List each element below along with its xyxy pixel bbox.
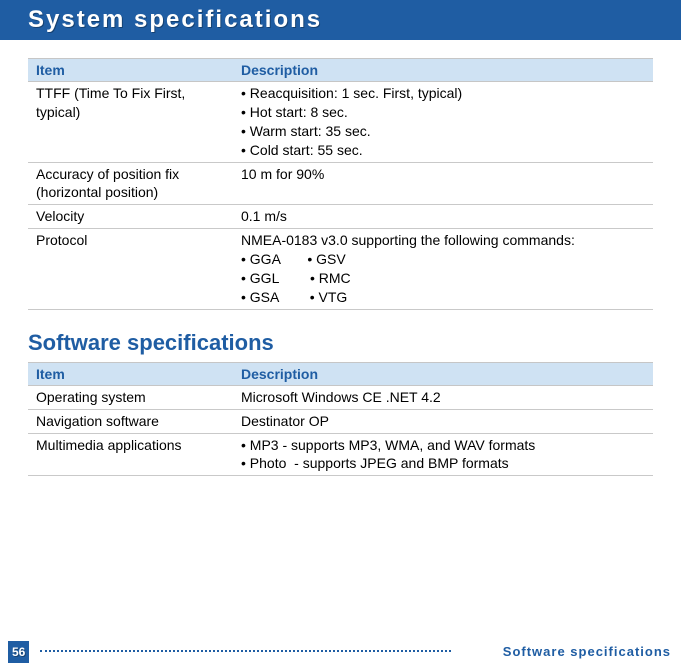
cell-desc: Microsoft Windows CE .NET 4.2 <box>233 385 653 409</box>
cell-item: TTFF (Time To Fix First, typical) <box>28 82 233 163</box>
cell-item: Accuracy of position fix (horizontal pos… <box>28 162 233 205</box>
cell-desc: 10 m for 90% <box>233 162 653 205</box>
col-header-item: Item <box>28 59 233 82</box>
cell-desc: Destinator OP <box>233 409 653 433</box>
table-row: Multimedia applications• MP3 - supports … <box>28 433 653 476</box>
cell-item: Navigation software <box>28 409 233 433</box>
table-row: Accuracy of position fix (horizontal pos… <box>28 162 653 205</box>
table-row: Navigation softwareDestinator OP <box>28 409 653 433</box>
table-row: Velocity0.1 m/s <box>28 205 653 229</box>
col-header-item: Item <box>28 362 233 385</box>
software-section-title: Software specifications <box>28 330 653 356</box>
table-row: ProtocolNMEA-0183 v3.0 supporting the fo… <box>28 229 653 310</box>
cell-item: Multimedia applications <box>28 433 233 476</box>
footer-dots <box>40 650 451 652</box>
footer-label: Software specifications <box>503 644 671 659</box>
cell-item: Protocol <box>28 229 233 310</box>
system-spec-body: TTFF (Time To Fix First, typical)• Reacq… <box>28 82 653 310</box>
cell-desc: 0.1 m/s <box>233 205 653 229</box>
cell-desc: NMEA-0183 v3.0 supporting the following … <box>233 229 653 310</box>
cell-item: Velocity <box>28 205 233 229</box>
cell-desc: • MP3 - supports MP3, WMA, and WAV forma… <box>233 433 653 476</box>
software-spec-body: Operating systemMicrosoft Windows CE .NE… <box>28 385 653 476</box>
page-footer: 56 Software specifications <box>0 635 681 663</box>
page-number: 56 <box>8 641 29 663</box>
table-row: TTFF (Time To Fix First, typical)• Reacq… <box>28 82 653 163</box>
col-header-desc: Description <box>233 59 653 82</box>
col-header-desc: Description <box>233 362 653 385</box>
page-title: System specifications <box>0 0 681 40</box>
cell-desc: • Reacquisition: 1 sec. First, typical) … <box>233 82 653 163</box>
cell-item: Operating system <box>28 385 233 409</box>
software-spec-table: Item Description Operating systemMicroso… <box>28 362 653 477</box>
system-spec-table: Item Description TTFF (Time To Fix First… <box>28 58 653 310</box>
table-row: Operating systemMicrosoft Windows CE .NE… <box>28 385 653 409</box>
